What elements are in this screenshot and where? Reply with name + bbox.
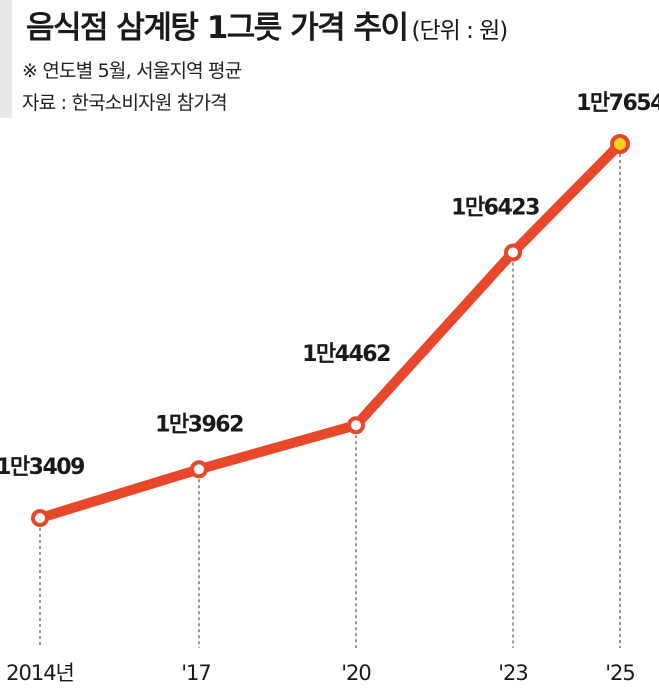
chart-title-text: 음식점 삼계탕 1그릇 가격 추이 (26, 10, 409, 46)
data-label-4: 1만6423 (451, 195, 539, 220)
data-label-1: 1만3409 (0, 455, 84, 480)
data-point-1 (31, 509, 49, 527)
data-point-highlight (610, 134, 630, 154)
x-tick-label-2: '17 (181, 661, 211, 685)
data-point-2 (190, 460, 208, 479)
data-label-2: 1만3962 (155, 412, 243, 437)
x-tick-label-5: '25 (605, 661, 635, 685)
chart-header: 음식점 삼계탕 1그릇 가격 추이 (단위 : 원) ※ 연도별 5월, 서울지역… (0, 0, 659, 120)
title-accent-bar (0, 0, 12, 118)
x-tick-label-4: '23 (498, 661, 528, 685)
chart-unit: (단위 : 원) (411, 18, 508, 44)
data-label-3: 1만4462 (302, 342, 390, 367)
data-label-5: 1만7654 (576, 91, 659, 116)
chart-source: 자료 : 한국소비자원 참가격 (22, 92, 228, 114)
chart-note: ※ 연도별 5월, 서울지역 평균 (22, 60, 242, 82)
chart-title: 음식점 삼계탕 1그릇 가격 추이 (단위 : 원) (26, 2, 508, 47)
x-tick-label-1: 2014년 (6, 661, 74, 685)
data-point-4 (504, 243, 522, 262)
x-tick-label-3: '20 (341, 661, 371, 685)
data-point-3 (347, 416, 365, 435)
